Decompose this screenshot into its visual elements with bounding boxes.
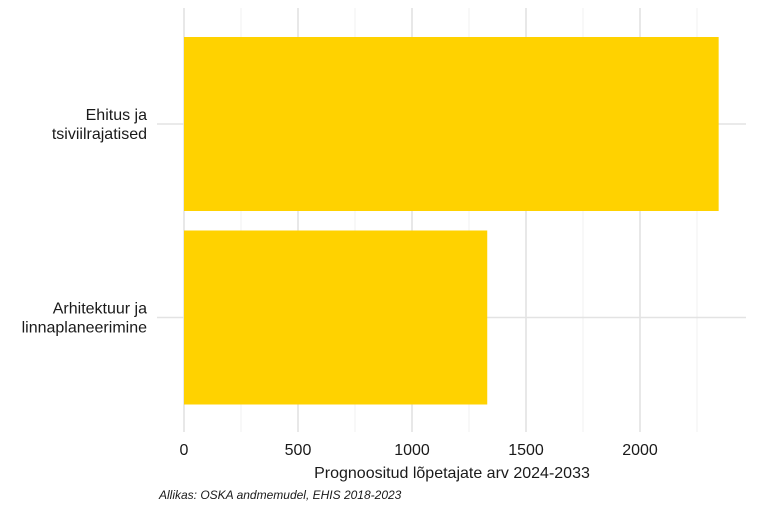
x-axis-title: Prognoositud lõpetajate arv 2024-2033 (314, 465, 590, 482)
x-tick-label: 0 (180, 442, 189, 459)
x-tick-label: 2000 (622, 442, 658, 459)
category-label: Ehitus ja tsiviilrajatised (52, 107, 147, 143)
x-tick-label: 500 (285, 442, 312, 459)
bar (184, 37, 719, 211)
source-caption: Allikas: OSKA andmemudel, EHIS 2018-2023 (159, 488, 402, 502)
x-tick-labels: 0 500 1000 1500 2000 (180, 442, 658, 459)
category-label: Arhitektuur ja linnaplaneerimine (22, 301, 148, 337)
x-tick-label: 1500 (508, 442, 544, 459)
category-labels: Ehitus ja tsiviilrajatised Arhitektuur ja l… (22, 107, 148, 337)
x-tick-label: 1000 (394, 442, 430, 459)
bars (184, 37, 719, 405)
bar (184, 230, 488, 405)
